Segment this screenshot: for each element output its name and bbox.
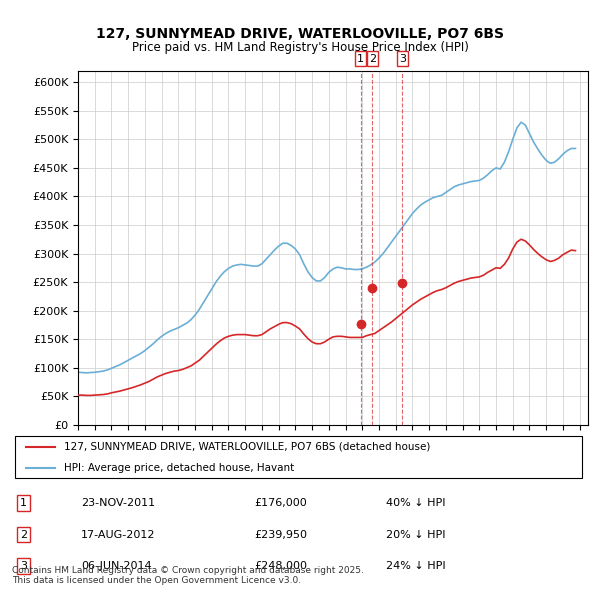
Text: 17-AUG-2012: 17-AUG-2012	[81, 530, 155, 539]
Text: 127, SUNNYMEAD DRIVE, WATERLOOVILLE, PO7 6BS: 127, SUNNYMEAD DRIVE, WATERLOOVILLE, PO7…	[96, 27, 504, 41]
Text: Price paid vs. HM Land Registry's House Price Index (HPI): Price paid vs. HM Land Registry's House …	[131, 41, 469, 54]
Text: HPI: Average price, detached house, Havant: HPI: Average price, detached house, Hava…	[64, 463, 294, 473]
Text: Contains HM Land Registry data © Crown copyright and database right 2025.
This d: Contains HM Land Registry data © Crown c…	[12, 566, 364, 585]
Text: 3: 3	[20, 561, 27, 571]
Text: 1: 1	[357, 54, 364, 64]
FancyBboxPatch shape	[15, 436, 582, 478]
Text: 24% ↓ HPI: 24% ↓ HPI	[386, 561, 446, 571]
Text: 127, SUNNYMEAD DRIVE, WATERLOOVILLE, PO7 6BS (detached house): 127, SUNNYMEAD DRIVE, WATERLOOVILLE, PO7…	[64, 442, 430, 452]
Text: 3: 3	[399, 54, 406, 64]
Text: 2: 2	[369, 54, 376, 64]
Text: 2: 2	[20, 530, 27, 539]
Text: 20% ↓ HPI: 20% ↓ HPI	[386, 530, 446, 539]
Text: £248,000: £248,000	[254, 561, 307, 571]
Text: 23-NOV-2011: 23-NOV-2011	[81, 498, 155, 508]
Text: 06-JUN-2014: 06-JUN-2014	[81, 561, 152, 571]
Text: 1: 1	[20, 498, 27, 508]
Text: £176,000: £176,000	[254, 498, 307, 508]
Text: 40% ↓ HPI: 40% ↓ HPI	[386, 498, 446, 508]
Text: £239,950: £239,950	[254, 530, 307, 539]
